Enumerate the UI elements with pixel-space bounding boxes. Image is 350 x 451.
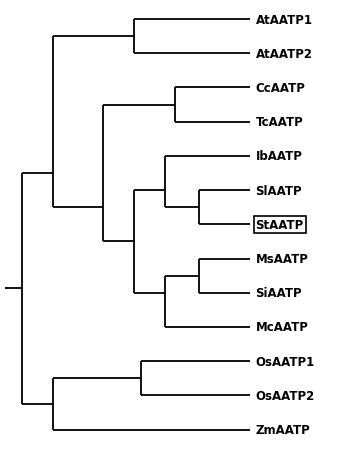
Text: IbAATP: IbAATP bbox=[256, 150, 302, 163]
Text: SiAATP: SiAATP bbox=[256, 287, 302, 299]
Text: OsAATP2: OsAATP2 bbox=[256, 389, 315, 402]
Text: TcAATP: TcAATP bbox=[256, 116, 303, 129]
Text: StAATP: StAATP bbox=[256, 218, 304, 231]
Text: SlAATP: SlAATP bbox=[256, 184, 302, 197]
Text: OsAATP1: OsAATP1 bbox=[256, 355, 315, 368]
Text: AtAATP2: AtAATP2 bbox=[256, 48, 313, 60]
Text: AtAATP1: AtAATP1 bbox=[256, 14, 313, 27]
Text: MsAATP: MsAATP bbox=[256, 253, 308, 266]
Text: CcAATP: CcAATP bbox=[256, 82, 306, 95]
Text: ZmAATP: ZmAATP bbox=[256, 423, 310, 436]
Text: McAATP: McAATP bbox=[256, 321, 308, 334]
